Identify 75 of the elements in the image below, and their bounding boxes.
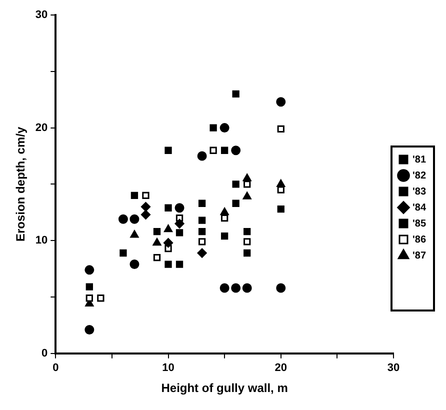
- x-axis-title: Height of gully wall, m: [161, 381, 288, 396]
- point: [220, 208, 229, 216]
- point: [198, 216, 206, 224]
- y-tick-label: 0: [42, 347, 48, 360]
- y-tick-label: 20: [35, 122, 48, 134]
- point: [176, 260, 184, 268]
- point: [210, 146, 217, 154]
- x-tick-label: 20: [274, 362, 288, 374]
- legend-label: '83: [412, 186, 426, 198]
- point: [277, 125, 284, 133]
- point: [164, 204, 172, 212]
- point: [276, 283, 286, 293]
- x-tick-label: 0: [52, 362, 59, 374]
- legend-label: '82: [412, 170, 426, 182]
- point: [220, 123, 230, 133]
- point: [232, 180, 240, 188]
- legend-label: '81: [412, 154, 426, 166]
- point: [84, 265, 94, 275]
- point: [130, 230, 139, 238]
- legend-label: '87: [412, 250, 426, 262]
- point: [198, 228, 206, 236]
- point: [242, 192, 252, 200]
- point: [220, 232, 228, 240]
- legend-label: '85: [412, 218, 426, 230]
- point: [244, 249, 251, 257]
- point: [174, 218, 184, 228]
- point: [152, 238, 162, 246]
- point: [277, 205, 284, 213]
- point: [130, 192, 138, 200]
- point: [97, 294, 104, 302]
- point: [140, 202, 150, 212]
- point: [130, 214, 140, 224]
- point: [174, 203, 184, 213]
- point: [244, 228, 251, 236]
- point: [197, 248, 207, 258]
- point: [242, 283, 252, 293]
- y-tick-label: 10: [35, 234, 48, 247]
- y-axis-title: Erosion depth, cm/y: [14, 126, 28, 242]
- legend-label: '86: [412, 234, 426, 246]
- point: [164, 224, 172, 232]
- point: [84, 324, 94, 334]
- point: [244, 238, 251, 246]
- point: [276, 97, 286, 107]
- point: [210, 124, 217, 132]
- point: [142, 192, 150, 200]
- point: [118, 214, 128, 224]
- point: [220, 283, 230, 293]
- point: [231, 146, 241, 156]
- point: [220, 214, 228, 222]
- point: [176, 229, 184, 236]
- point: [232, 90, 240, 98]
- point: [232, 200, 240, 207]
- point: [198, 238, 206, 246]
- point: [130, 260, 140, 270]
- point: [86, 283, 93, 290]
- point: [120, 249, 127, 257]
- point: [153, 228, 161, 236]
- point: [231, 283, 241, 293]
- point: [197, 151, 207, 161]
- point: [220, 146, 228, 154]
- x-tick-label: 10: [162, 362, 174, 374]
- point: [242, 174, 252, 182]
- point: [140, 210, 150, 220]
- point: [153, 254, 161, 262]
- point: [164, 146, 172, 154]
- point: [277, 186, 284, 194]
- point: [86, 294, 93, 302]
- legend-label: '84: [412, 202, 426, 214]
- point: [164, 260, 172, 268]
- point: [276, 179, 286, 187]
- x-tick-label: 30: [387, 362, 400, 374]
- y-tick-label: 30: [35, 9, 48, 22]
- point: [244, 180, 251, 188]
- point: [198, 200, 206, 207]
- point: [164, 238, 174, 248]
